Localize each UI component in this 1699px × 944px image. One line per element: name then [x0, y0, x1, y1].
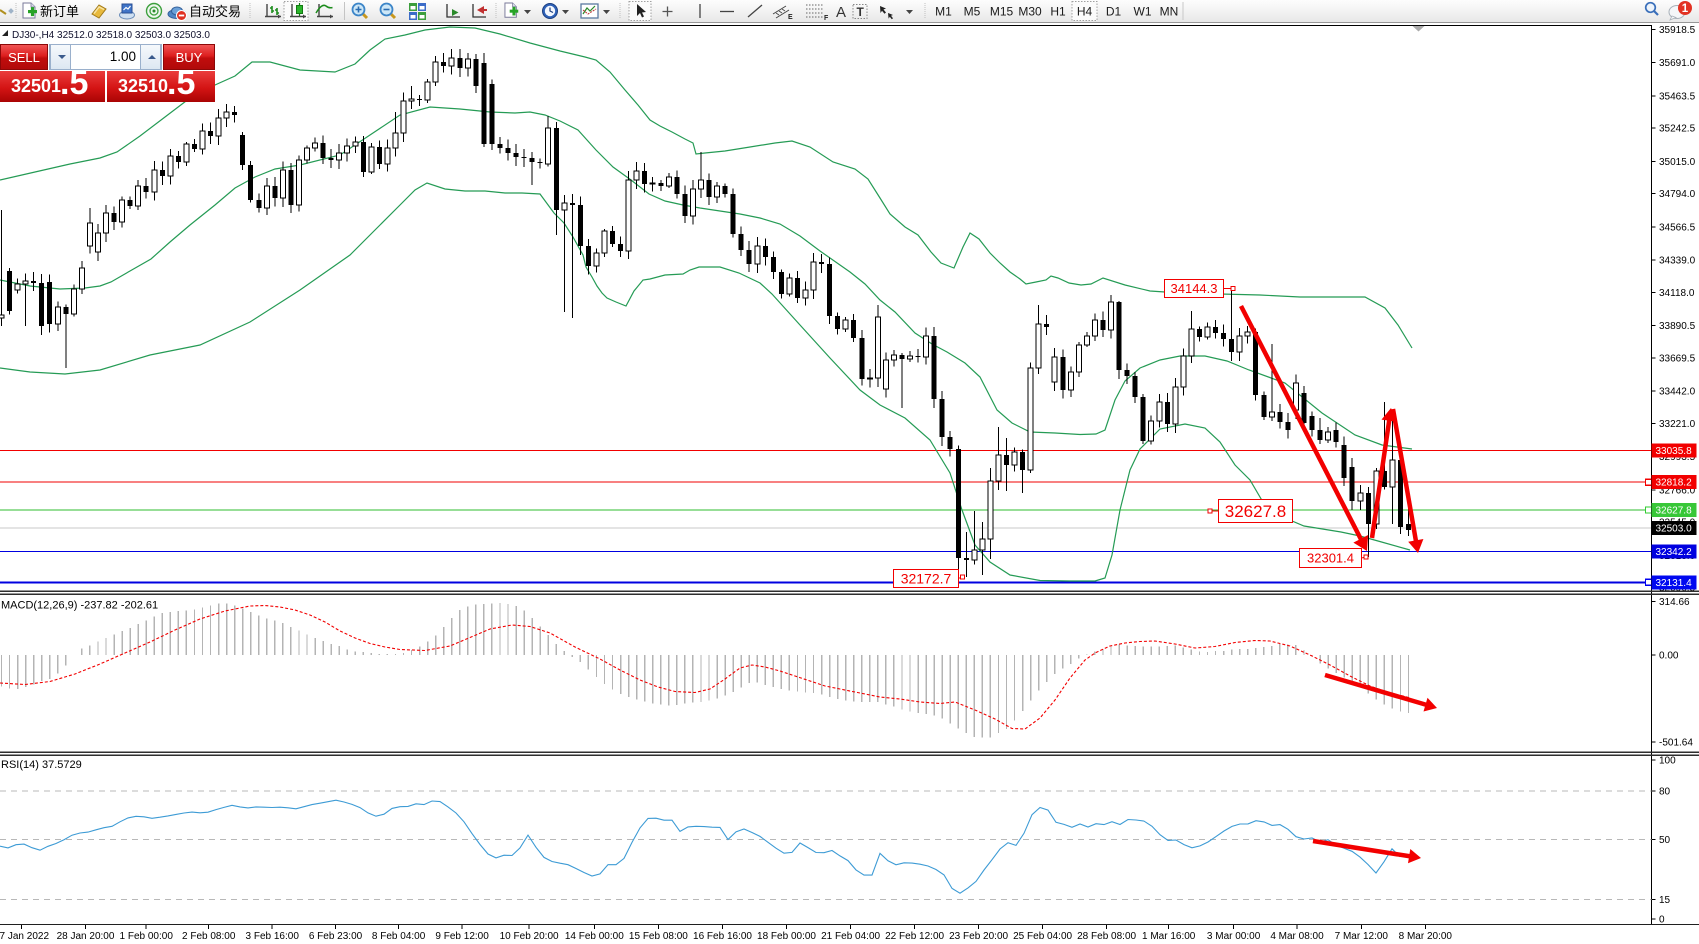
svg-text:DJ30-,H4 32512.0 32518.0 3250: DJ30-,H4 32512.0 32518.0 32503.0 32503.0: [12, 30, 210, 41]
svg-text:3 Mar 00:00: 3 Mar 00:00: [1207, 931, 1261, 942]
svg-text:27 Jan 2022: 27 Jan 2022: [0, 931, 49, 942]
svg-text:25 Feb 04:00: 25 Feb 04:00: [1013, 931, 1072, 942]
svg-text:32503.0: 32503.0: [1656, 524, 1693, 535]
svg-text:314.66: 314.66: [1659, 597, 1690, 608]
svg-text:100: 100: [1659, 756, 1676, 767]
svg-text:H4: H4: [1077, 5, 1093, 19]
svg-text:35242.5: 35242.5: [1659, 124, 1696, 135]
svg-text:35463.5: 35463.5: [1659, 91, 1696, 102]
svg-text:33442.0: 33442.0: [1659, 387, 1696, 398]
svg-text:33221.0: 33221.0: [1659, 419, 1696, 430]
svg-text:1: 1: [1682, 3, 1689, 15]
svg-text:50: 50: [1659, 835, 1671, 846]
svg-text:W1: W1: [1134, 5, 1152, 19]
svg-text:M5: M5: [964, 5, 981, 19]
svg-text:14 Feb 00:00: 14 Feb 00:00: [565, 931, 624, 942]
svg-text:E: E: [788, 14, 793, 21]
svg-text:0.00: 0.00: [1659, 651, 1679, 662]
svg-text:10 Feb 20:00: 10 Feb 20:00: [500, 931, 559, 942]
svg-text:34566.5: 34566.5: [1659, 222, 1696, 233]
svg-text:23 Feb 20:00: 23 Feb 20:00: [949, 931, 1008, 942]
svg-text:15: 15: [1659, 895, 1671, 906]
svg-text:35015.0: 35015.0: [1659, 157, 1696, 168]
svg-text:3 Feb 16:00: 3 Feb 16:00: [246, 931, 300, 942]
svg-text:32627.8: 32627.8: [1656, 505, 1693, 516]
svg-text:2 Feb 08:00: 2 Feb 08:00: [182, 931, 236, 942]
svg-text:32301.4: 32301.4: [1307, 551, 1354, 566]
svg-text:M30: M30: [1018, 5, 1042, 19]
svg-text:F: F: [824, 15, 829, 22]
svg-text:32766.0: 32766.0: [1659, 485, 1696, 496]
svg-text:MACD(12,26,9) -237.82 -202.61: MACD(12,26,9) -237.82 -202.61: [1, 600, 158, 612]
svg-text:M15: M15: [990, 5, 1014, 19]
svg-text:80: 80: [1659, 787, 1671, 798]
svg-text:A: A: [836, 4, 846, 21]
svg-text:28 Jan 20:00: 28 Jan 20:00: [57, 931, 115, 942]
svg-text:16 Feb 16:00: 16 Feb 16:00: [693, 931, 752, 942]
svg-text:-501.64: -501.64: [1659, 738, 1693, 749]
svg-text:7 Mar 12:00: 7 Mar 12:00: [1335, 931, 1389, 942]
svg-text:自动交易: 自动交易: [189, 4, 241, 19]
svg-text:15 Feb 08:00: 15 Feb 08:00: [629, 931, 688, 942]
svg-text:D1: D1: [1106, 5, 1122, 19]
svg-text:32993.5: 32993.5: [1659, 452, 1696, 463]
svg-text:新订单: 新订单: [40, 4, 79, 19]
svg-text:32627.8: 32627.8: [1225, 502, 1286, 521]
svg-text:8 Mar 20:00: 8 Mar 20:00: [1399, 931, 1453, 942]
svg-text:33035.8: 33035.8: [1656, 446, 1693, 457]
svg-text:33890.5: 33890.5: [1659, 321, 1696, 332]
svg-text:21 Feb 04:00: 21 Feb 04:00: [821, 931, 880, 942]
svg-text:MN: MN: [1160, 5, 1179, 19]
svg-text:6 Feb 23:00: 6 Feb 23:00: [309, 931, 363, 942]
svg-text:22 Feb 12:00: 22 Feb 12:00: [885, 931, 944, 942]
svg-text:32342.2: 32342.2: [1656, 547, 1693, 558]
svg-text:32172.7: 32172.7: [901, 571, 952, 587]
svg-text:35691.0: 35691.0: [1659, 58, 1696, 69]
svg-text:34144.3: 34144.3: [1171, 281, 1218, 296]
svg-text:0: 0: [1659, 915, 1665, 926]
svg-text:8 Feb 04:00: 8 Feb 04:00: [372, 931, 426, 942]
svg-text:34118.0: 34118.0: [1659, 288, 1695, 299]
svg-text:RSI(14) 37.5729: RSI(14) 37.5729: [1, 759, 82, 771]
svg-text:35918.5: 35918.5: [1659, 25, 1696, 36]
svg-text:1 Mar 16:00: 1 Mar 16:00: [1142, 931, 1196, 942]
svg-text:H1: H1: [1050, 5, 1066, 19]
svg-text:4 Mar 08:00: 4 Mar 08:00: [1270, 931, 1324, 942]
svg-text:1 Feb 00:00: 1 Feb 00:00: [120, 931, 174, 942]
svg-text:18 Feb 00:00: 18 Feb 00:00: [757, 931, 816, 942]
svg-text:T: T: [857, 5, 865, 19]
svg-text:28 Feb 08:00: 28 Feb 08:00: [1077, 931, 1136, 942]
svg-text:34794.0: 34794.0: [1659, 189, 1696, 200]
svg-text:32818.2: 32818.2: [1656, 478, 1693, 489]
svg-text:33669.5: 33669.5: [1659, 353, 1696, 364]
svg-text:32131.4: 32131.4: [1656, 578, 1693, 589]
svg-text:9 Feb 12:00: 9 Feb 12:00: [435, 931, 489, 942]
svg-text:34339.0: 34339.0: [1659, 256, 1696, 267]
svg-text:M1: M1: [935, 5, 952, 19]
